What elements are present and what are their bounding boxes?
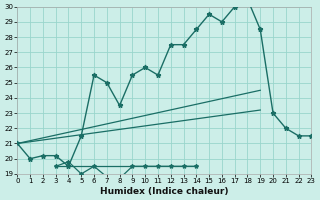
X-axis label: Humidex (Indice chaleur): Humidex (Indice chaleur): [100, 187, 228, 196]
